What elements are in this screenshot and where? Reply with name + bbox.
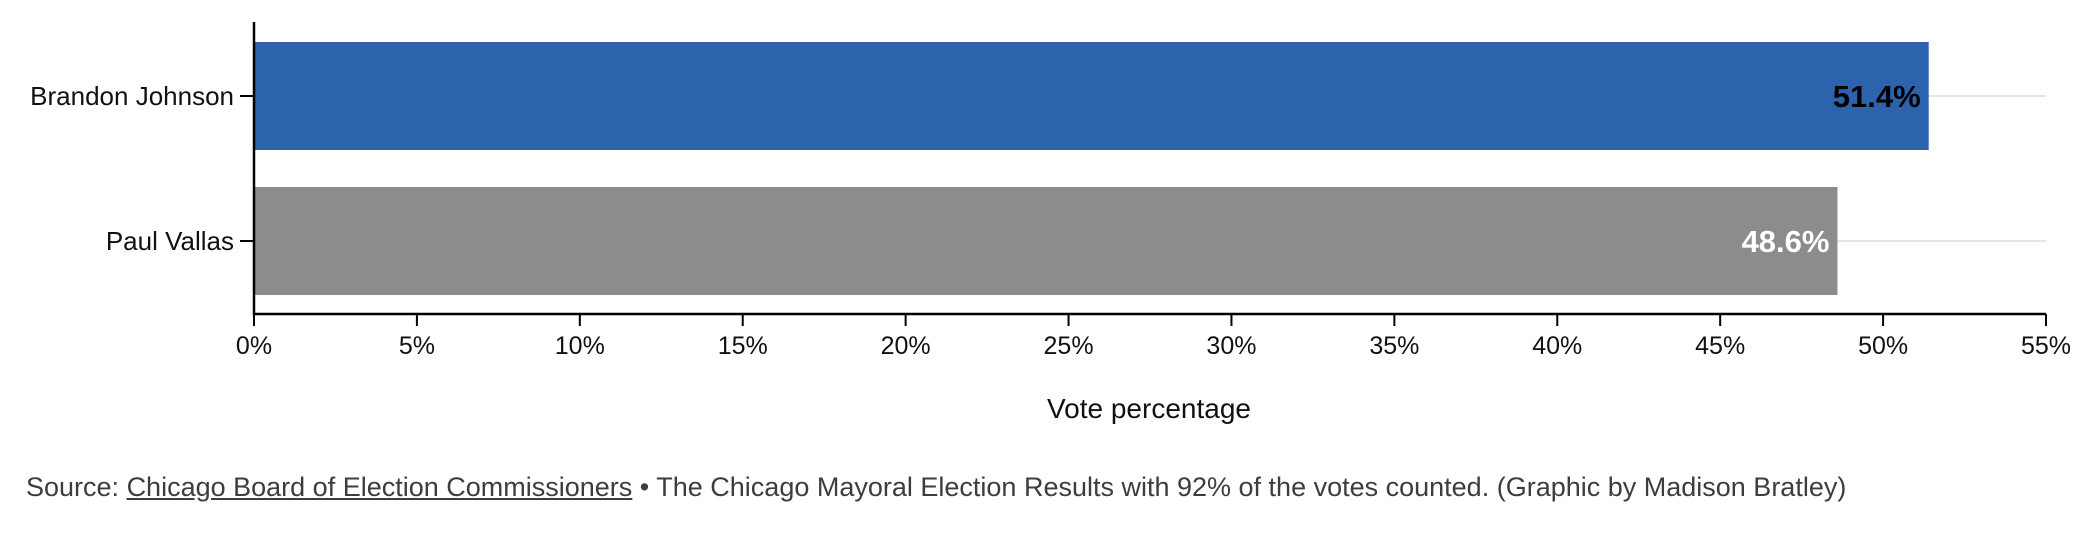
source-prefix: Source:: [26, 472, 127, 502]
x-axis-title: Vote percentage: [1047, 393, 1251, 424]
x-tick-label: 15%: [718, 332, 768, 360]
x-tick-label: 30%: [1206, 332, 1256, 360]
source-note: Source: Chicago Board of Election Commis…: [26, 472, 1846, 503]
source-link[interactable]: Chicago Board of Election Commissioners: [126, 472, 633, 502]
bars: 51.4% 48.6%: [254, 42, 1929, 295]
x-tick-label: 55%: [2021, 332, 2071, 360]
source-suffix: • The Chicago Mayoral Election Results w…: [632, 472, 1847, 502]
bar-value-label: 48.6%: [1742, 224, 1830, 259]
x-tick-label: 40%: [1532, 332, 1582, 360]
x-tick-label: 45%: [1695, 332, 1745, 360]
x-tick-label: 35%: [1369, 332, 1419, 360]
category-label: Brandon Johnson: [30, 81, 234, 111]
axes: Brandon Johnson Paul Vallas 0% 5% 10% 15% 20% 2…: [30, 22, 2071, 360]
x-tick-label: 50%: [1858, 332, 1908, 360]
bar-value-label: 51.4%: [1833, 79, 1921, 114]
category-label: Paul Vallas: [106, 226, 234, 256]
x-tick-label: 0%: [236, 332, 272, 360]
x-tick-label: 20%: [881, 332, 931, 360]
x-tick-label: 10%: [555, 332, 605, 360]
x-tick-label: 25%: [1044, 332, 1094, 360]
x-tick-label: 5%: [399, 332, 435, 360]
bar: [254, 42, 1929, 150]
bar: [254, 187, 1838, 295]
